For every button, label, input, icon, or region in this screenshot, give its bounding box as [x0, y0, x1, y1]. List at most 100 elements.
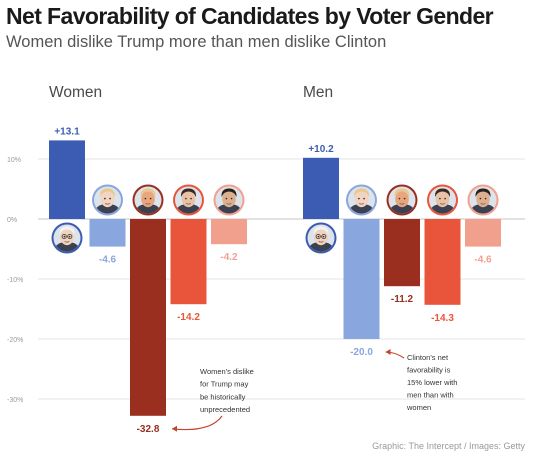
portrait-photo — [175, 186, 202, 214]
panel-title-men: Men — [303, 84, 333, 101]
bar-cruz — [170, 219, 207, 305]
portrait-mouth — [145, 203, 151, 205]
candidate-portrait — [305, 222, 337, 254]
portrait-photo — [469, 186, 497, 214]
y-tick-label: -20% — [7, 337, 23, 344]
candidate-portrait — [467, 184, 499, 216]
portrait-glasses — [61, 234, 67, 239]
portrait-eye — [68, 235, 71, 238]
portrait-hair — [140, 188, 156, 197]
bar-clinton — [89, 219, 126, 247]
portrait-mouth — [480, 203, 486, 205]
data-label: -11.2 — [391, 294, 414, 305]
annotation-line: 15% lower with — [407, 378, 457, 387]
y-tick-label: 10% — [7, 157, 21, 164]
portrait-suit — [429, 204, 456, 214]
image-credit: Graphic: The Intercept / Images: Getty — [372, 441, 525, 451]
annotation-line: for Trump may — [200, 380, 249, 389]
portrait-face — [314, 228, 328, 246]
portrait-hair — [99, 188, 116, 197]
portrait-face — [476, 190, 490, 208]
candidate-portrait — [427, 184, 458, 216]
y-tick-label: 0% — [7, 217, 17, 224]
portrait-eye — [63, 235, 66, 238]
annotation-arrowhead — [172, 425, 177, 432]
portrait-suit — [94, 204, 121, 214]
portrait-eye — [190, 197, 192, 200]
data-label: -20.0 — [350, 347, 373, 358]
bar-clinton — [343, 219, 380, 339]
data-label: -14.2 — [177, 312, 200, 323]
y-tick-label: -30% — [7, 397, 23, 404]
portrait-glasses — [315, 234, 321, 239]
portrait-mouth — [64, 241, 70, 243]
portrait-hair — [180, 188, 197, 197]
portrait-face — [435, 190, 450, 208]
portrait-photo — [134, 186, 162, 214]
bar-cruz — [424, 219, 461, 305]
portrait-eye — [322, 235, 325, 238]
data-label: -32.8 — [137, 424, 160, 435]
bar-trump — [384, 219, 420, 287]
annotation-line: women — [406, 403, 431, 412]
portrait-glasses — [67, 234, 73, 239]
bar-rubio — [211, 219, 247, 245]
annotation-line: Women's dislike — [200, 367, 254, 376]
portrait-eye — [317, 235, 320, 238]
data-label: -14.3 — [431, 313, 454, 324]
portrait-hair — [353, 188, 370, 197]
candidate-portrait — [213, 184, 245, 216]
chart-subtitle: Women dislike Trump more than men dislik… — [6, 33, 387, 51]
portrait-hair — [434, 188, 451, 197]
portrait-eye — [479, 197, 482, 200]
bar-sanders — [49, 140, 85, 219]
portrait-mouth — [439, 203, 446, 205]
candidate-portrait — [386, 184, 418, 216]
portrait-mouth — [318, 241, 324, 243]
portrait-face — [141, 190, 155, 208]
candidate-portrait — [51, 222, 83, 254]
portrait-face — [222, 190, 236, 208]
portrait-photo — [388, 186, 416, 214]
portrait-face — [181, 190, 196, 208]
candidate-portrait — [132, 184, 164, 216]
portrait-face — [395, 190, 409, 208]
portrait-eye — [484, 197, 487, 200]
portrait-suit — [469, 204, 497, 214]
portrait-face — [354, 190, 369, 208]
panel-title-women: Women — [49, 84, 102, 101]
portrait-face — [60, 228, 74, 246]
portrait-photo — [53, 224, 81, 252]
portrait-hair — [313, 226, 329, 235]
portrait-eye — [104, 197, 106, 200]
portrait-mouth — [104, 203, 111, 205]
portrait-eye — [109, 197, 111, 200]
portrait-photo — [215, 186, 243, 214]
portrait-hair — [475, 188, 491, 197]
portrait-glasses — [321, 234, 327, 239]
annotation-arrowhead — [385, 349, 391, 355]
portrait-photo — [429, 186, 456, 214]
annotation-line: unprecedented — [200, 405, 250, 414]
y-tick-label: -10% — [7, 277, 23, 284]
portrait-suit — [388, 204, 416, 214]
chart-title: Net Favorability of Candidates by Voter … — [6, 3, 494, 29]
annotation-line: men than with — [407, 391, 454, 400]
portrait-eye — [444, 197, 446, 200]
portrait-eye — [149, 197, 152, 200]
portrait-photo — [348, 186, 375, 214]
data-label: +13.1 — [54, 126, 80, 137]
bar-trump — [130, 219, 166, 416]
annotation-line: be historically — [200, 392, 246, 401]
portrait-eye — [398, 197, 401, 200]
portrait-hair — [221, 188, 237, 197]
portrait-hair — [59, 226, 75, 235]
portrait-mouth — [399, 203, 405, 205]
portrait-mouth — [358, 203, 365, 205]
portrait-suit — [134, 204, 162, 214]
data-label: -4.2 — [220, 252, 238, 263]
portrait-suit — [175, 204, 202, 214]
bar-rubio — [465, 219, 501, 247]
candidate-portrait — [173, 184, 204, 216]
